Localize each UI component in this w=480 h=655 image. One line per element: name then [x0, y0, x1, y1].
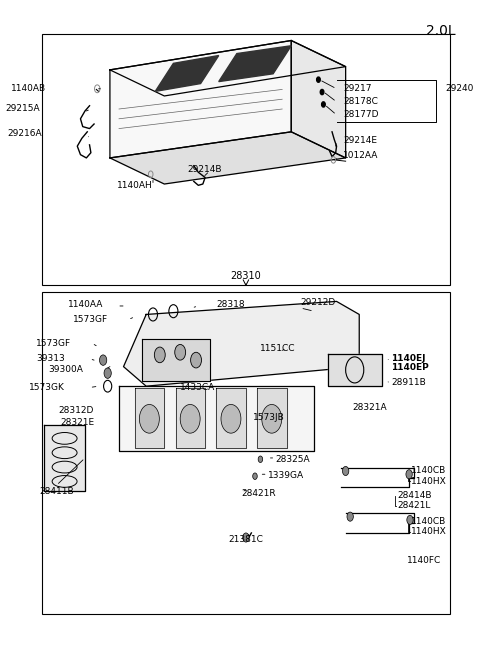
Circle shape [243, 533, 249, 542]
Circle shape [317, 77, 320, 83]
Text: 1140AB: 1140AB [12, 84, 47, 93]
Text: 21381C: 21381C [228, 535, 264, 544]
Text: 28312D: 28312D [59, 407, 94, 415]
Text: 1140HX: 1140HX [411, 477, 447, 486]
Text: 29214B: 29214B [187, 165, 221, 174]
Text: 1140CB: 1140CB [411, 466, 446, 476]
Text: 29216A: 29216A [7, 129, 42, 138]
Text: 29214E: 29214E [343, 136, 377, 145]
Text: 29217: 29217 [343, 84, 372, 92]
Text: 29240: 29240 [445, 84, 474, 92]
Text: 28177D: 28177D [343, 110, 379, 119]
Text: 28321E: 28321E [60, 418, 94, 426]
Circle shape [104, 368, 111, 379]
Text: 28310: 28310 [230, 271, 261, 280]
Text: 1140AH: 1140AH [117, 181, 153, 190]
Text: 39313: 39313 [36, 354, 65, 364]
Polygon shape [327, 354, 382, 386]
Circle shape [180, 404, 200, 433]
Circle shape [221, 404, 241, 433]
Polygon shape [123, 301, 359, 386]
Text: 28318: 28318 [216, 300, 245, 309]
Polygon shape [44, 425, 85, 491]
Circle shape [258, 456, 263, 462]
Text: 1339GA: 1339GA [268, 471, 304, 480]
Text: 1140EJ: 1140EJ [391, 354, 425, 364]
Text: 29215A: 29215A [5, 104, 40, 113]
Text: 1140FC: 1140FC [407, 556, 441, 565]
Polygon shape [219, 46, 291, 82]
Circle shape [155, 347, 165, 363]
Polygon shape [176, 388, 205, 448]
Polygon shape [257, 388, 287, 448]
Text: 28325A: 28325A [276, 455, 310, 464]
Text: 28414B: 28414B [398, 491, 432, 500]
Circle shape [342, 466, 349, 476]
Polygon shape [216, 388, 246, 448]
Circle shape [191, 352, 202, 368]
Text: 1151CC: 1151CC [260, 344, 295, 353]
Text: 1140HX: 1140HX [411, 527, 447, 536]
Polygon shape [110, 41, 291, 158]
Text: 28911B: 28911B [391, 379, 426, 388]
Text: 1573GK: 1573GK [29, 383, 65, 392]
Polygon shape [110, 132, 346, 184]
Text: 28421R: 28421R [241, 489, 276, 498]
Text: 28178C: 28178C [343, 97, 378, 105]
Text: 1573JB: 1573JB [252, 413, 285, 422]
Polygon shape [142, 339, 210, 381]
Polygon shape [135, 388, 164, 448]
Text: 1573GF: 1573GF [36, 339, 72, 348]
Circle shape [252, 473, 257, 479]
Circle shape [320, 90, 324, 95]
Circle shape [175, 345, 186, 360]
Circle shape [406, 470, 412, 479]
Text: 29212D: 29212D [300, 298, 336, 307]
Circle shape [139, 404, 159, 433]
Polygon shape [110, 41, 346, 96]
Circle shape [262, 404, 282, 433]
Text: 1140AA: 1140AA [68, 300, 103, 309]
Text: 1012AA: 1012AA [343, 151, 379, 160]
Text: 28321A: 28321A [352, 403, 387, 411]
Text: 1573GF: 1573GF [72, 315, 108, 324]
Text: 28411B: 28411B [39, 487, 74, 496]
Circle shape [322, 102, 325, 107]
Polygon shape [155, 56, 219, 92]
Text: 1140CB: 1140CB [411, 517, 446, 527]
Text: 28421L: 28421L [398, 501, 431, 510]
Text: 2.0L: 2.0L [426, 24, 456, 38]
Polygon shape [119, 386, 314, 451]
Text: 1140EP: 1140EP [391, 364, 429, 373]
Circle shape [99, 355, 107, 365]
Polygon shape [291, 41, 346, 158]
Circle shape [347, 512, 353, 521]
Circle shape [407, 515, 413, 525]
Text: 1433CA: 1433CA [180, 383, 216, 392]
Text: 39300A: 39300A [48, 365, 83, 375]
